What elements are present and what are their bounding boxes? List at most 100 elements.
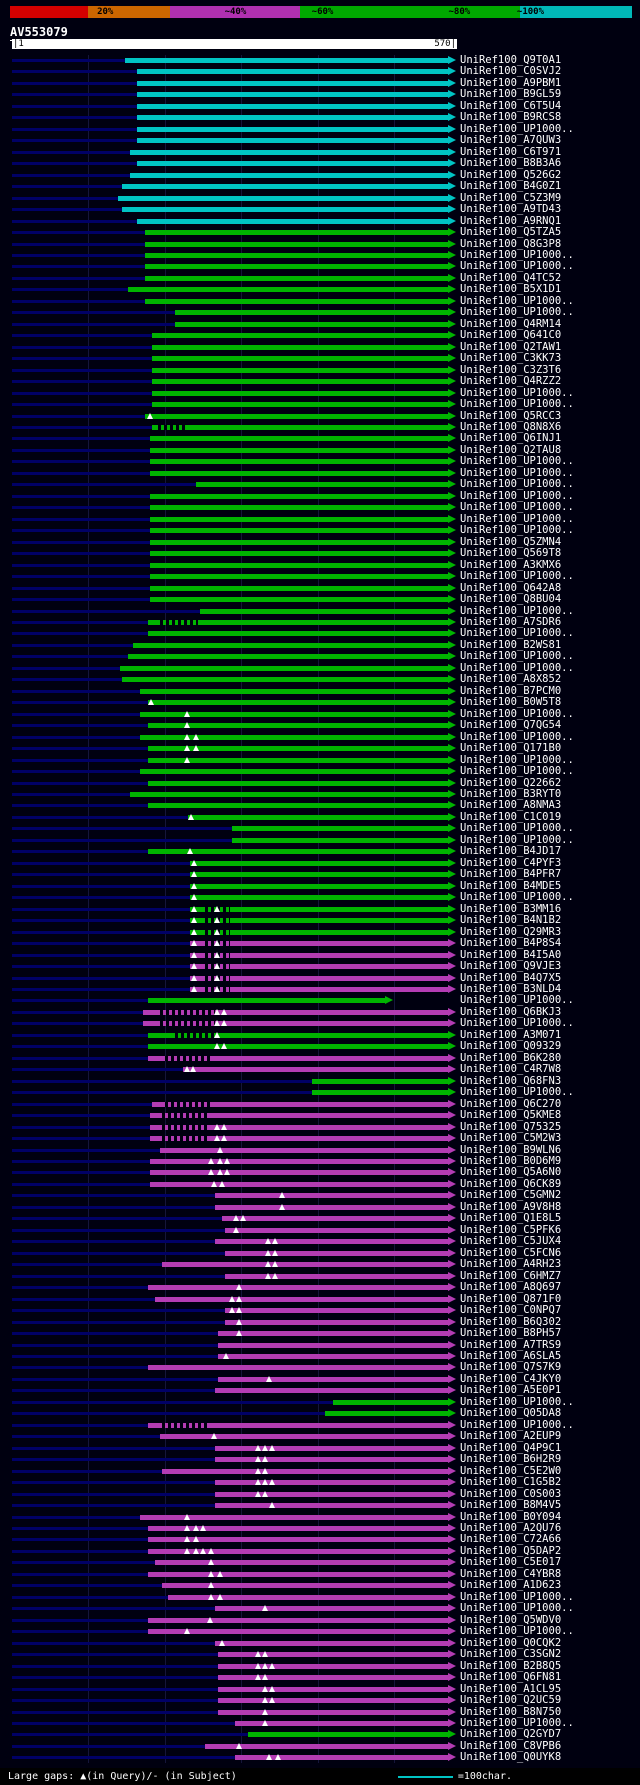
hit-label[interactable]: UniRef100_Q6BKJ3 xyxy=(460,1005,562,1018)
alignment-bar[interactable] xyxy=(136,92,448,98)
alignment-bar[interactable] xyxy=(148,1044,448,1050)
alignment-bar[interactable] xyxy=(232,826,448,832)
hit-label[interactable]: UniRef100_Q09329 xyxy=(460,1040,562,1053)
alignment-bar[interactable] xyxy=(190,872,448,878)
hit-label[interactable]: UniRef100_Q0CQK2 xyxy=(460,1636,562,1649)
hit-label[interactable]: UniRef100_C5JUX4 xyxy=(460,1235,562,1248)
hit-label[interactable]: UniRef100_A7TRS9 xyxy=(460,1338,562,1351)
hit-label[interactable]: UniRef100_B0Y094 xyxy=(460,1510,562,1523)
hit-label[interactable]: UniRef100_B3NLD4 xyxy=(460,982,562,995)
alignment-bar[interactable] xyxy=(149,1113,448,1119)
hit-label[interactable]: UniRef100_UP1000.. xyxy=(460,1625,574,1638)
hit-label[interactable]: UniRef100_C5GMN2 xyxy=(460,1189,562,1202)
alignment-bar[interactable] xyxy=(190,975,448,981)
alignment-bar[interactable] xyxy=(159,1147,448,1153)
hit-label[interactable]: UniRef100_UP1000.. xyxy=(460,1395,574,1408)
alignment-bar[interactable] xyxy=(148,1571,448,1577)
hit-label[interactable]: UniRef100_Q68FN3 xyxy=(460,1074,562,1087)
hit-label[interactable]: UniRef100_UP1000.. xyxy=(460,891,574,904)
alignment-bar[interactable] xyxy=(190,964,448,970)
alignment-bar[interactable] xyxy=(190,918,448,924)
alignment-bar[interactable] xyxy=(214,1503,448,1509)
hit-label[interactable]: UniRef100_C6T971 xyxy=(460,145,562,158)
hit-label[interactable]: UniRef100_B2B8Q5 xyxy=(460,1659,562,1672)
hit-label[interactable]: UniRef100_Q2UC59 xyxy=(460,1694,562,1707)
alignment-bar[interactable] xyxy=(148,631,448,637)
hit-label[interactable]: UniRef100_B8M4V5 xyxy=(460,1499,562,1512)
alignment-bar[interactable] xyxy=(122,207,448,213)
alignment-bar[interactable] xyxy=(190,986,448,992)
alignment-bar[interactable] xyxy=(217,1342,448,1348)
hit-label[interactable]: UniRef100_UP1000.. xyxy=(460,753,574,766)
alignment-bar[interactable] xyxy=(174,310,448,316)
alignment-bar[interactable] xyxy=(136,126,448,132)
hit-label[interactable]: UniRef100_UP1000.. xyxy=(460,248,574,261)
alignment-bar[interactable] xyxy=(214,1480,448,1486)
alignment-bar[interactable] xyxy=(145,230,448,236)
hit-label[interactable]: UniRef100_Q6FN81 xyxy=(460,1671,562,1684)
alignment-bar[interactable] xyxy=(149,597,448,603)
hit-label[interactable]: UniRef100_B4JD17 xyxy=(460,845,562,858)
hit-label[interactable]: UniRef100_UP1000.. xyxy=(460,489,574,502)
alignment-bar[interactable] xyxy=(149,574,448,580)
alignment-bar[interactable] xyxy=(196,482,448,488)
hit-label[interactable]: UniRef100_C5E2W0 xyxy=(460,1464,562,1477)
alignment-bar[interactable] xyxy=(145,241,448,247)
hit-label[interactable]: UniRef100_A7QUW3 xyxy=(460,134,562,147)
alignment-bar[interactable] xyxy=(151,333,448,339)
hit-label[interactable]: UniRef100_UP1000.. xyxy=(460,604,574,617)
hit-label[interactable]: UniRef100_UP1000.. xyxy=(460,398,574,411)
hit-label[interactable]: UniRef100_Q4RZZ2 xyxy=(460,375,562,388)
hit-label[interactable]: UniRef100_UP1000.. xyxy=(460,524,574,537)
alignment-bar[interactable] xyxy=(136,138,448,144)
hit-label[interactable]: UniRef100_B9WLN6 xyxy=(460,1143,562,1156)
hit-label[interactable]: UniRef100_B8N750 xyxy=(460,1705,562,1718)
alignment-bar[interactable] xyxy=(235,1720,448,1726)
hit-label[interactable]: UniRef100_UP1000.. xyxy=(460,306,574,319)
hit-label[interactable]: UniRef100_Q641C0 xyxy=(460,329,562,342)
hit-label[interactable]: UniRef100_Q4P9C1 xyxy=(460,1441,562,1454)
alignment-bar[interactable] xyxy=(148,849,448,855)
hit-label[interactable]: UniRef100_UP1000.. xyxy=(460,1716,574,1729)
alignment-bar[interactable] xyxy=(149,539,448,545)
alignment-bar[interactable] xyxy=(217,1376,448,1382)
hit-label[interactable]: UniRef100_Q9VJE3 xyxy=(460,960,562,973)
hit-label[interactable]: UniRef100_UP1000.. xyxy=(460,661,574,674)
alignment-bar[interactable] xyxy=(217,1331,448,1337)
hit-label[interactable]: UniRef100_C8VPB6 xyxy=(460,1739,562,1752)
hit-label[interactable]: UniRef100_C72A66 xyxy=(460,1533,562,1546)
alignment-bar[interactable] xyxy=(168,1594,448,1600)
alignment-bar[interactable] xyxy=(214,1193,448,1199)
alignment-bar[interactable] xyxy=(183,1067,448,1073)
hit-label[interactable]: UniRef100_B8B3A6 xyxy=(460,157,562,170)
hit-label[interactable]: UniRef100_UP1000.. xyxy=(460,1086,574,1099)
alignment-bar[interactable] xyxy=(214,1640,448,1646)
hit-label[interactable]: UniRef100_A3KMX6 xyxy=(460,558,562,571)
alignment-bar[interactable] xyxy=(200,608,448,614)
hit-label[interactable]: UniRef100_Q22662 xyxy=(460,776,562,789)
alignment-bar[interactable] xyxy=(161,1262,448,1268)
hit-label[interactable]: UniRef100_A8Q697 xyxy=(460,1281,562,1294)
hit-label[interactable]: UniRef100_UP1000.. xyxy=(460,501,574,514)
hit-label[interactable]: UniRef100_C5FCN6 xyxy=(460,1246,562,1259)
hit-label[interactable]: UniRef100_UP1000.. xyxy=(460,294,574,307)
alignment-bar[interactable] xyxy=(311,1078,448,1084)
hit-label[interactable]: UniRef100_B3MM16 xyxy=(460,902,562,915)
alignment-bar[interactable] xyxy=(136,115,448,121)
alignment-bar[interactable] xyxy=(190,952,448,958)
alignment-bar[interactable] xyxy=(148,1548,448,1554)
alignment-bar[interactable] xyxy=(145,252,448,258)
hit-label[interactable]: UniRef100_Q871F0 xyxy=(460,1292,562,1305)
alignment-bar[interactable] xyxy=(151,356,448,362)
hit-label[interactable]: UniRef100_UP1000.. xyxy=(460,627,574,640)
hit-label[interactable]: UniRef100_UP1000.. xyxy=(460,707,574,720)
alignment-bar[interactable] xyxy=(145,264,448,270)
alignment-bar[interactable] xyxy=(217,1709,448,1715)
hit-label[interactable]: UniRef100_C3Z3T6 xyxy=(460,363,562,376)
hit-label[interactable]: UniRef100_Q8N8X6 xyxy=(460,421,562,433)
hit-label[interactable]: UniRef100_Q5DAP2 xyxy=(460,1544,562,1557)
alignment-bar[interactable] xyxy=(148,1055,448,1061)
hit-label[interactable]: UniRef100_Q4TC52 xyxy=(460,271,562,284)
hit-label[interactable]: UniRef100_B9GL59 xyxy=(460,88,562,101)
hit-label[interactable]: UniRef100_UP1000.. xyxy=(460,822,574,835)
